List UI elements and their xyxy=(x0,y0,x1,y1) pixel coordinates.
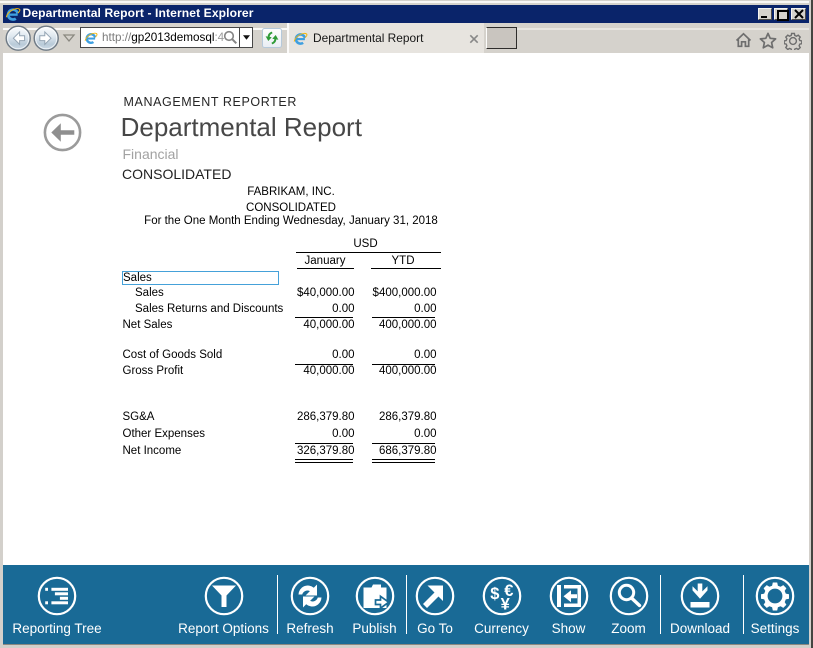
svg-text:€: € xyxy=(504,582,513,600)
svg-text:¥: ¥ xyxy=(500,595,510,613)
svg-text:$: $ xyxy=(490,584,499,602)
